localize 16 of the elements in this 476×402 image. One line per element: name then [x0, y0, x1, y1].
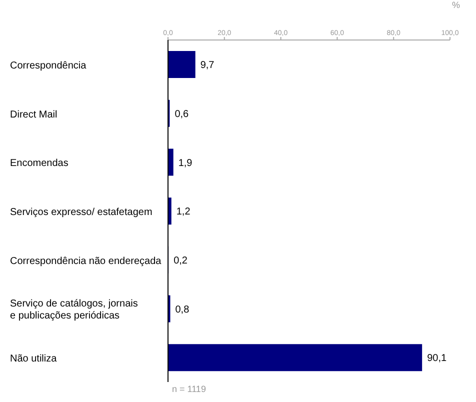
y-tick-label: Direct Mail	[10, 109, 58, 120]
y-tick-label: Serviços expresso/ estafetagem	[10, 207, 152, 218]
data-label: 90,1	[427, 353, 447, 364]
data-label: 0,8	[175, 304, 190, 316]
y-tick-label: Serviço de catálogos, jornais e publicações periódicas	[10, 298, 138, 322]
data-label: 0,2	[174, 255, 188, 266]
data-label: 1,9	[178, 158, 193, 169]
data-label: 9,7	[200, 60, 215, 72]
data-label: 0,6	[174, 108, 190, 120]
x-axis-title: %	[452, 0, 460, 10]
y-tick-label: Encomendas	[10, 158, 68, 170]
y-tick-label: Não utiliza	[10, 354, 58, 365]
data-label: 1,2	[176, 206, 191, 218]
y-tick-label: Correspondência	[10, 60, 87, 72]
text: n = 1119	[172, 384, 206, 394]
y-tick-label: Correspondência não endereçada	[10, 256, 162, 267]
